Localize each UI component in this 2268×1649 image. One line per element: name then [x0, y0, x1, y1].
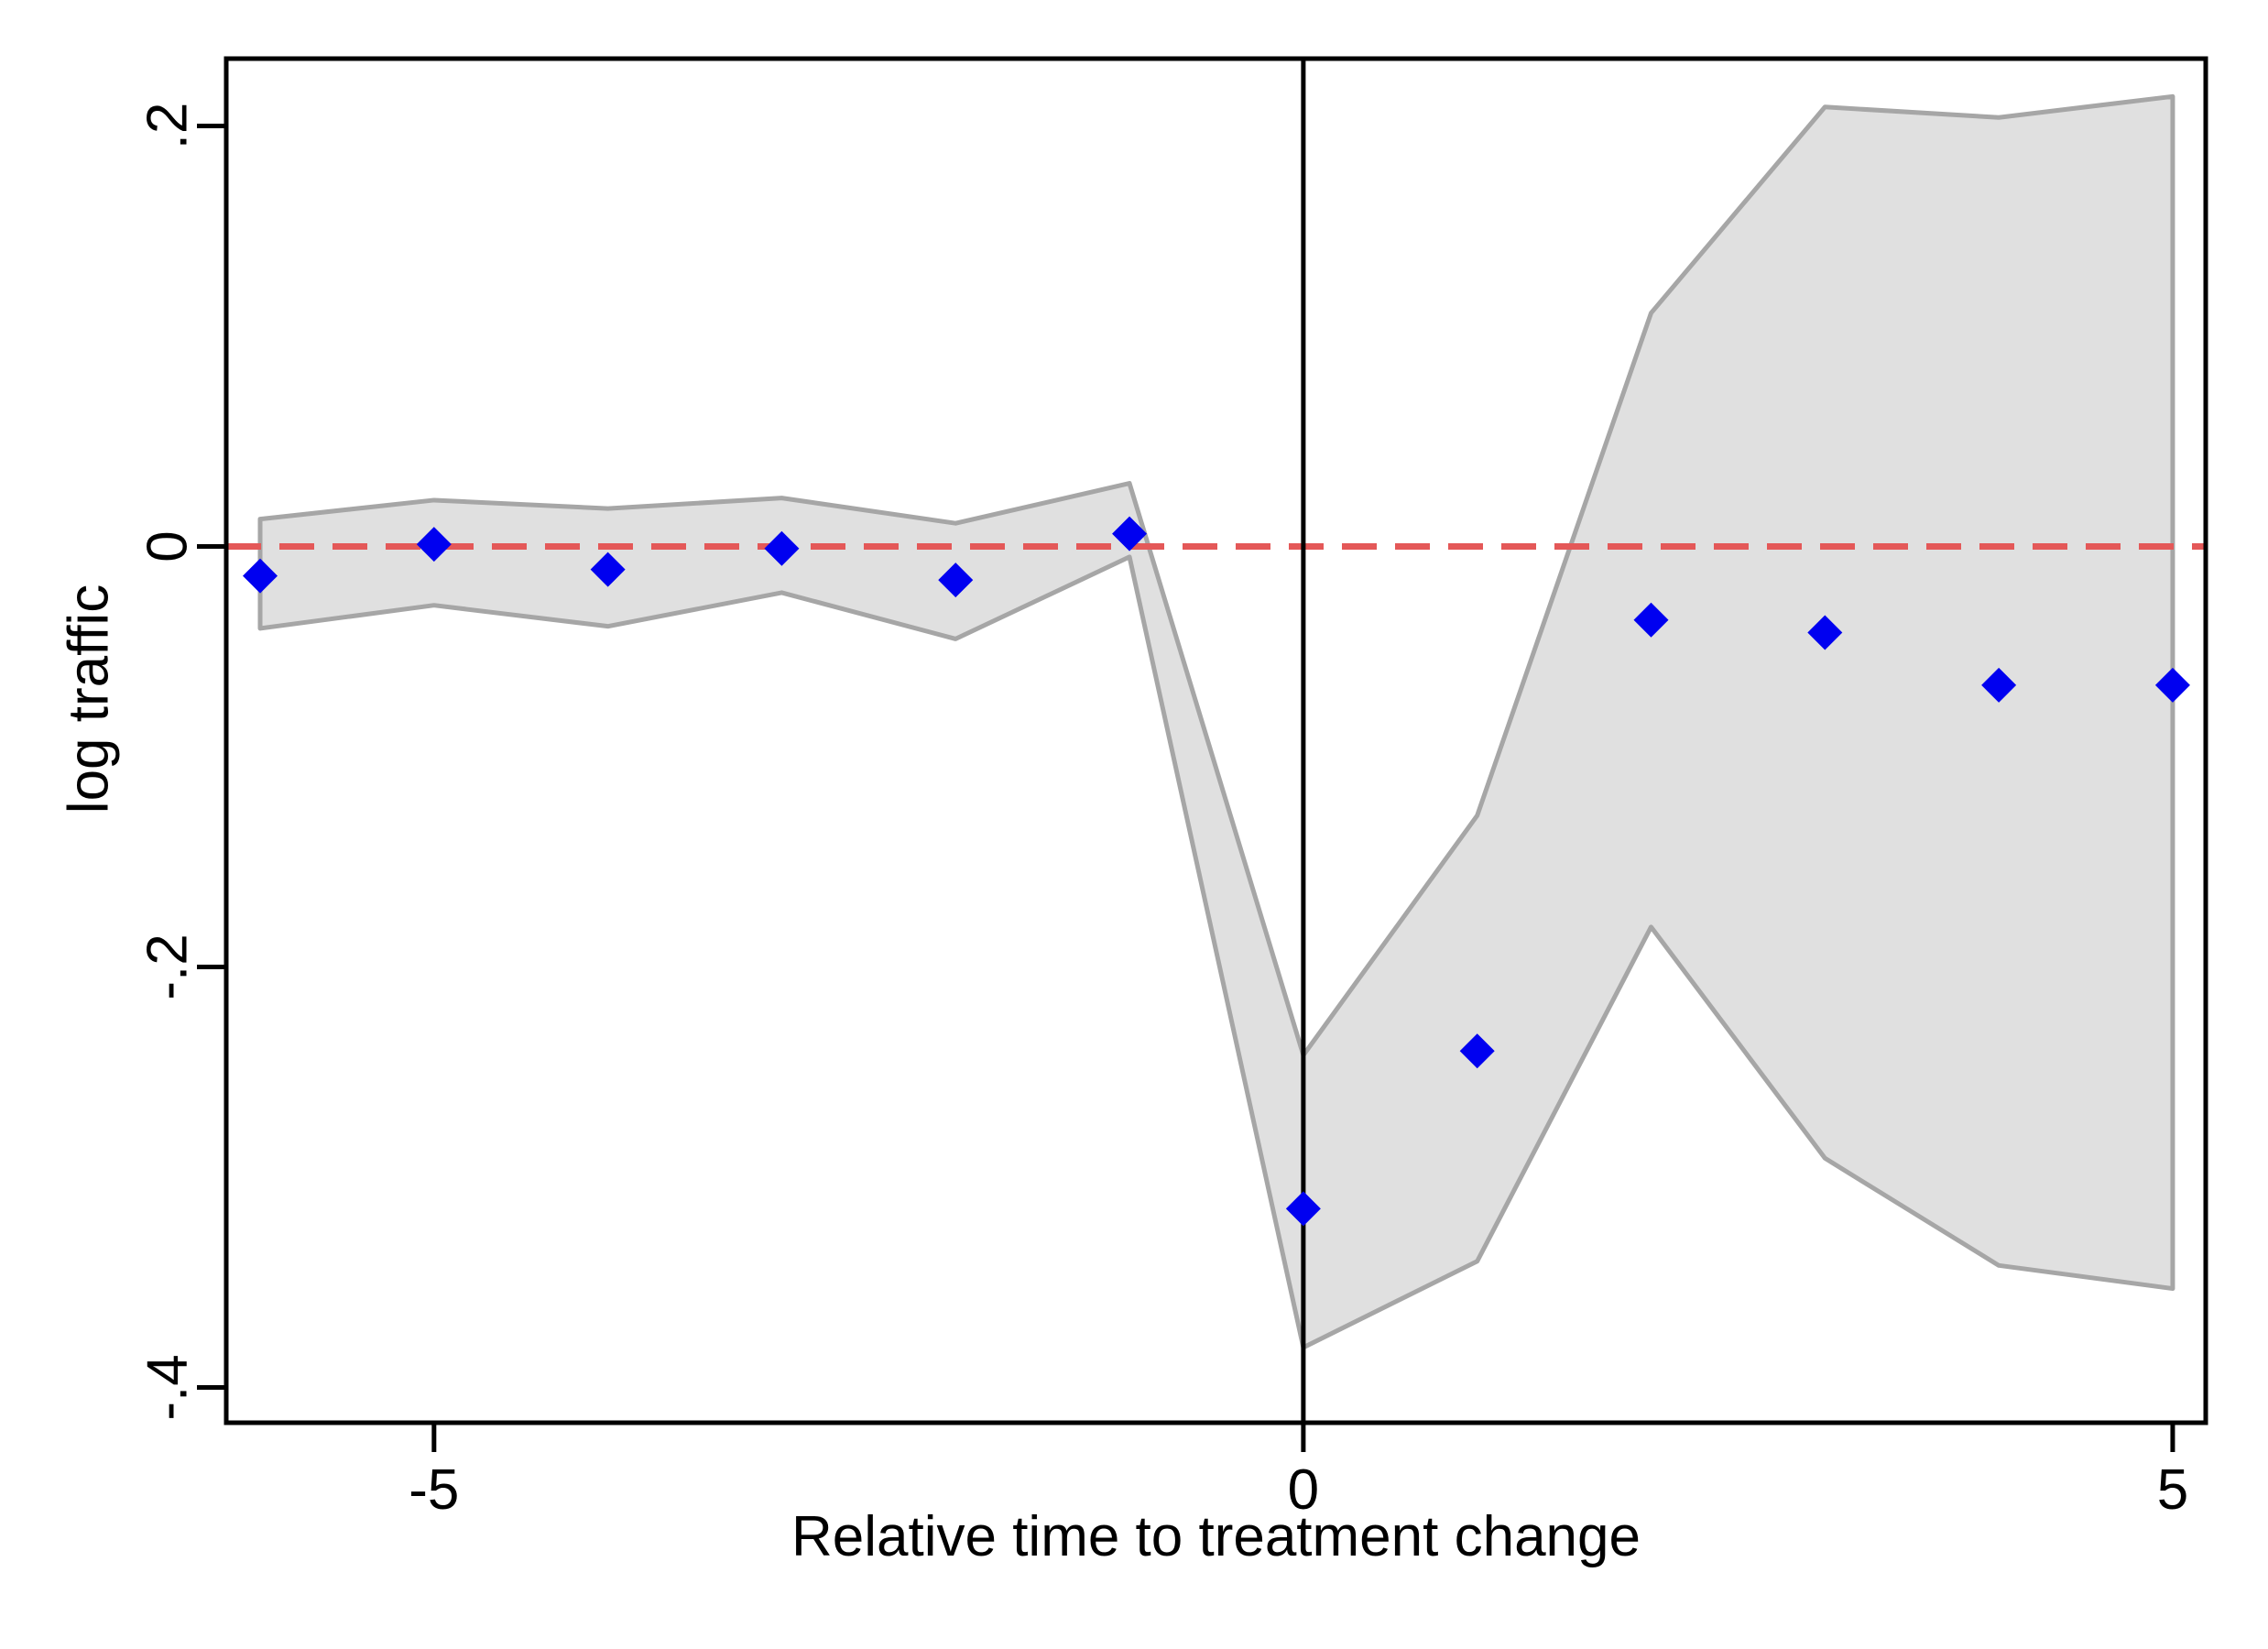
data-point: [764, 530, 800, 566]
x-tick-label: 0: [1288, 1458, 1319, 1522]
confidence-band: [257, 93, 2175, 1350]
data-point: [1633, 602, 1669, 638]
data-point: [1285, 1191, 1321, 1227]
x-axis-title: Relative time to treatment change: [791, 1505, 1641, 1568]
y-tick-label: -.4: [136, 1354, 199, 1420]
plot-frame: [224, 56, 2208, 1425]
data-point: [938, 562, 974, 598]
data-point: [2154, 667, 2190, 703]
data-point: [416, 527, 452, 562]
data-point: [590, 551, 626, 587]
x-tick-label: 5: [2157, 1458, 2188, 1522]
x-tick-label: -5: [409, 1458, 459, 1522]
y-axis-title: log traffic: [57, 584, 121, 814]
data-point: [1981, 667, 2017, 703]
data-point: [243, 558, 278, 594]
data-point: [1112, 516, 1148, 551]
y-tick-label: 0: [136, 530, 199, 562]
data-point: [1459, 1033, 1495, 1069]
data-point: [1807, 615, 1843, 650]
y-tick-label: -.2: [136, 934, 199, 999]
y-tick-label: .2: [136, 103, 199, 150]
